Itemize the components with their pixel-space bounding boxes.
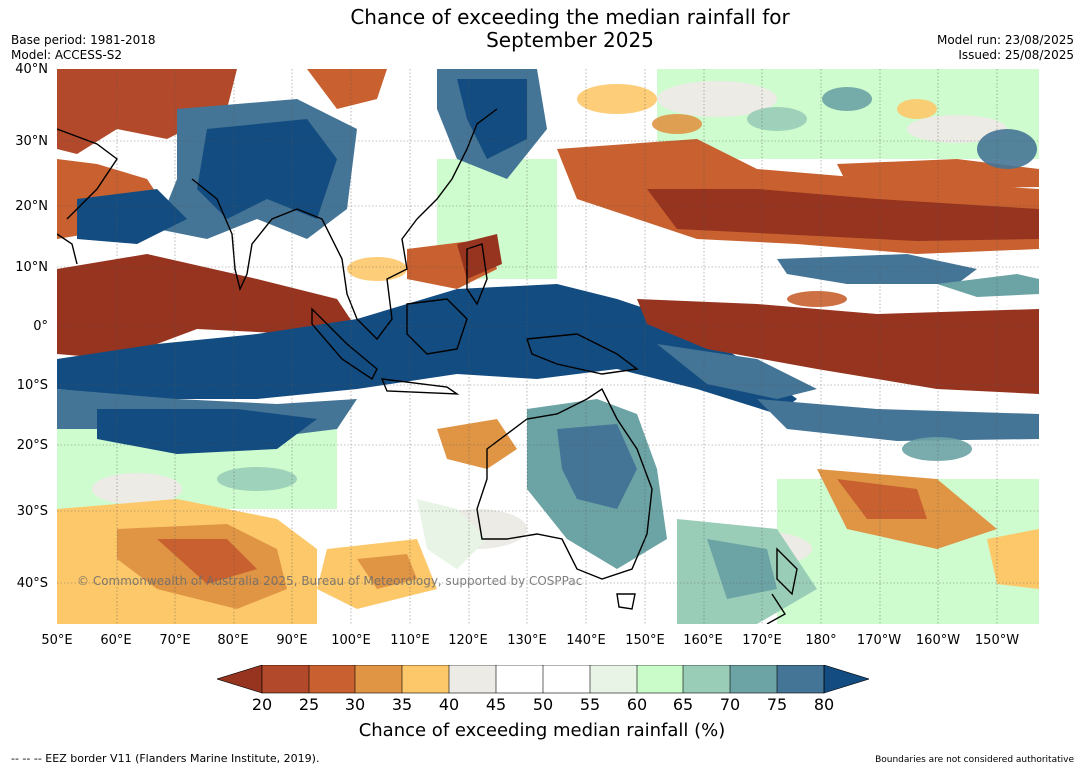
colorbar-cell-40 bbox=[449, 665, 496, 693]
colorbar-cell-25 bbox=[309, 665, 355, 693]
colorbar-cell-20 bbox=[262, 665, 309, 693]
colorbar-tick-70: 70 bbox=[719, 695, 741, 714]
colorbar-tick-75: 75 bbox=[766, 695, 788, 714]
zone-wet-south-asia bbox=[77, 69, 547, 244]
colorbar-tick-45: 45 bbox=[485, 695, 507, 714]
model-run: Model run: 23/08/2025 bbox=[936, 33, 1074, 47]
lon-label-70e: 70°E bbox=[159, 633, 191, 648]
java bbox=[380, 378, 460, 395]
zone-scattered bbox=[217, 84, 1037, 491]
arabia-coast bbox=[57, 128, 118, 220]
lat-label-20s: 20°S bbox=[16, 438, 48, 453]
lat-label-30n: 30°N bbox=[15, 134, 48, 149]
lat-label-0: 0° bbox=[33, 319, 48, 334]
colorbar-label: Chance of exceeding median rainfall (%) bbox=[358, 720, 726, 741]
base-period: Base period: 1981-2018 bbox=[11, 33, 156, 47]
colorbar-cell-70 bbox=[730, 665, 777, 693]
issued-date: Issued: 25/08/2025 bbox=[958, 48, 1074, 62]
colorbar-max-arrow bbox=[823, 665, 869, 694]
map-title: Chance of exceeding the median rainfall … bbox=[270, 6, 870, 52]
colorbar-cell-60 bbox=[637, 665, 683, 693]
lon-label-160w: 160°W bbox=[915, 633, 961, 648]
indochina-coast bbox=[296, 208, 418, 341]
colorbar-cell-75 bbox=[777, 665, 824, 693]
new-guinea bbox=[526, 333, 639, 375]
lon-label-150w: 150°W bbox=[974, 633, 1020, 648]
colorbar-cell-30 bbox=[355, 665, 402, 693]
colorbar-tick-25: 25 bbox=[298, 695, 320, 714]
copyright-notice: © Commonwealth of Australia 2025, Bureau… bbox=[77, 574, 583, 588]
colorbar-tick-20: 20 bbox=[251, 695, 273, 714]
sumatra bbox=[311, 307, 378, 381]
philippines bbox=[466, 243, 488, 306]
colorbar-tick-30: 30 bbox=[344, 695, 366, 714]
lon-label-170w: 170°W bbox=[856, 633, 902, 648]
footer-eez-note: -- -- -- EEZ border V11 (Flanders Marine… bbox=[11, 752, 320, 765]
colorbar-dividers bbox=[261, 665, 825, 694]
lat-label-20n: 20°N bbox=[15, 199, 48, 214]
lon-label-180: 180° bbox=[805, 633, 837, 648]
lon-label-110e: 110°E bbox=[390, 633, 430, 648]
footer-disclaimer: Boundaries are not considered authoritat… bbox=[875, 755, 1074, 765]
new-zealand bbox=[766, 547, 798, 624]
colorbar-tick-60: 60 bbox=[626, 695, 648, 714]
borneo bbox=[406, 298, 468, 355]
lon-label-130e: 130°E bbox=[507, 633, 547, 648]
zone-wet-pacific-10n bbox=[777, 254, 1039, 297]
colorbar-cell-50 bbox=[543, 665, 590, 693]
colorbar-tick-65: 65 bbox=[672, 695, 694, 714]
colorbar-cell-55 bbox=[590, 665, 637, 693]
lat-label-10n: 10°N bbox=[15, 260, 48, 275]
colorbar bbox=[217, 665, 869, 694]
colorbar-cell-35 bbox=[402, 665, 449, 693]
colorbar-min-arrow bbox=[217, 665, 263, 694]
lon-label-100e: 100°E bbox=[331, 633, 371, 648]
lon-label-60e: 60°E bbox=[100, 633, 132, 648]
lon-label-160e: 160°E bbox=[683, 633, 723, 648]
china-coast bbox=[416, 108, 498, 220]
model-name: Model: ACCESS-S2 bbox=[11, 48, 123, 62]
colorbar-tick-35: 35 bbox=[391, 695, 413, 714]
zone-southeast bbox=[677, 469, 1039, 624]
rainfall-map bbox=[57, 69, 1039, 624]
australia-coast bbox=[476, 387, 653, 580]
lon-label-120e: 120°E bbox=[448, 633, 488, 648]
lon-label-50e: 50°E bbox=[41, 633, 73, 648]
meta-left: Base period: 1981-2018 Model: ACCESS-S2 bbox=[11, 33, 156, 63]
lon-label-90e: 90°E bbox=[276, 633, 308, 648]
zone-wet-maritime bbox=[57, 284, 1039, 454]
india-coast bbox=[191, 178, 298, 292]
meta-right: Model run: 23/08/2025 Issued: 25/08/2025 bbox=[937, 33, 1074, 63]
lat-label-30s: 30°S bbox=[16, 504, 48, 519]
title-line-2: September 2025 bbox=[486, 28, 654, 52]
graticule bbox=[57, 69, 1039, 624]
colorbar-cell-65 bbox=[683, 665, 730, 693]
colorbar-tick-55: 55 bbox=[579, 695, 601, 714]
lat-label-40n: 40°N bbox=[15, 62, 48, 77]
title-line-1: Chance of exceeding the median rainfall … bbox=[350, 5, 790, 29]
africa-coast bbox=[57, 233, 78, 265]
coastlines bbox=[57, 108, 798, 624]
lat-label-10s: 10°S bbox=[16, 378, 48, 393]
colorbar-cell-45 bbox=[496, 665, 543, 693]
colorbar-tick-50: 50 bbox=[532, 695, 554, 714]
lat-label-40s: 40°S bbox=[16, 576, 48, 591]
zone-dry-southwest bbox=[57, 499, 437, 624]
colorbar-tick-40: 40 bbox=[438, 695, 460, 714]
lon-label-80e: 80°E bbox=[217, 633, 249, 648]
lon-label-150e: 150°E bbox=[625, 633, 665, 648]
tasmania bbox=[616, 593, 636, 610]
colorbar-tick-80: 80 bbox=[813, 695, 835, 714]
zone-dry-equatorial-pacific bbox=[637, 299, 1039, 394]
lon-label-140e: 140°E bbox=[566, 633, 606, 648]
lon-label-170e: 170°E bbox=[742, 633, 782, 648]
